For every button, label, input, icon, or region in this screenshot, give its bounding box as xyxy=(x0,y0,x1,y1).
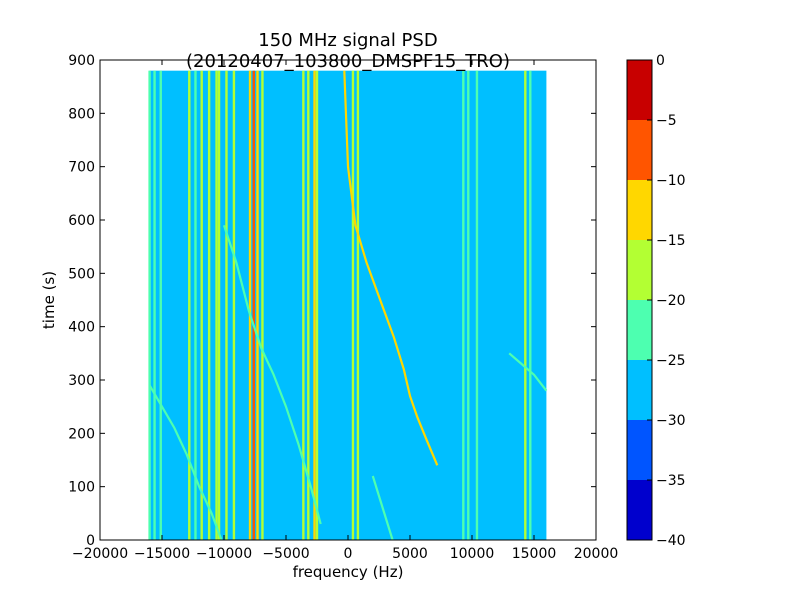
carrier-line xyxy=(252,70,255,540)
colorbar-segment xyxy=(627,240,652,300)
x-tick-label: 15000 xyxy=(512,546,557,562)
colorbar-tick-label: −30 xyxy=(656,413,686,429)
heatmap-layer xyxy=(148,70,548,540)
colorbar-segment xyxy=(627,480,652,540)
carrier-line xyxy=(529,70,532,540)
carrier-line xyxy=(462,70,465,540)
colorbar-tick-label: −20 xyxy=(656,293,686,309)
carrier-line xyxy=(356,70,360,540)
x-tick-label: −15000 xyxy=(134,546,190,562)
carrier-line xyxy=(148,70,151,540)
y-tick-label: 900 xyxy=(68,53,95,69)
carrier-line xyxy=(261,70,264,540)
doppler-trace xyxy=(222,224,322,525)
carrier-line xyxy=(524,70,527,540)
carrier-line xyxy=(159,70,162,540)
x-tick-label: −5000 xyxy=(262,546,309,562)
y-tick-label: 0 xyxy=(86,533,95,549)
colorbar-segment xyxy=(627,60,652,120)
colorbar-tick-label: −5 xyxy=(656,113,677,129)
colorbar-tick-label: 0 xyxy=(656,53,665,69)
carrier-line xyxy=(307,70,310,540)
x-tick-label: −10000 xyxy=(196,546,252,562)
y-axis-label: time (s) xyxy=(40,271,58,329)
x-tick-label: 20000 xyxy=(574,546,619,562)
y-tick-label: 400 xyxy=(68,320,95,336)
carrier-line xyxy=(207,70,211,540)
carrier-line xyxy=(200,70,203,540)
doppler-trace xyxy=(371,475,394,540)
x-tick-label: 5000 xyxy=(392,546,428,562)
carrier-line xyxy=(215,70,218,540)
y-tick-label: 600 xyxy=(68,213,95,229)
doppler-trace xyxy=(508,352,548,392)
colorbar-segment xyxy=(627,180,652,240)
carrier-line xyxy=(232,70,236,540)
doppler-trace xyxy=(148,384,223,540)
carrier-line xyxy=(313,70,316,540)
y-tick-label: 200 xyxy=(68,426,95,442)
carrier-line xyxy=(315,70,319,540)
x-tick-label: 0 xyxy=(344,546,353,562)
colorbar-segment xyxy=(627,420,652,480)
x-tick-label: −20000 xyxy=(72,546,128,562)
x-tick-label: 10000 xyxy=(450,546,495,562)
colorbar-tick-label: −35 xyxy=(656,473,686,489)
colorbar-tick-label: −40 xyxy=(656,533,686,549)
y-tick-label: 800 xyxy=(68,106,95,122)
carrier-line xyxy=(188,70,191,540)
colorbar-segment xyxy=(627,120,652,180)
x-axis-label: frequency (Hz) xyxy=(293,563,404,581)
colorbar-tick-label: −15 xyxy=(656,233,686,249)
carrier-line xyxy=(217,70,221,540)
carrier-line xyxy=(467,70,470,540)
carrier-line xyxy=(351,70,355,540)
y-tick-label: 700 xyxy=(68,160,95,176)
carrier-line xyxy=(194,70,197,540)
y-tick-label: 300 xyxy=(68,373,95,389)
carrier-line xyxy=(225,70,228,540)
chart-title: 150 MHz signal PSD (20120407_103800_DMSP… xyxy=(186,30,510,72)
carrier-line xyxy=(475,70,479,540)
x-axis: −20000 −15000 −10000 −5000 0 5000 10000 15000 20… xyxy=(72,60,618,562)
carrier-line xyxy=(256,70,259,540)
colorbar-tick-label: −10 xyxy=(656,173,686,189)
y-tick-label: 500 xyxy=(68,266,95,282)
y-axis: 0 100 200 300 400 500 600 700 800 900 xyxy=(68,53,596,549)
carrier-line xyxy=(153,70,156,540)
colorbar: −40 −35 −30 −25 −20 −15 −10 −5 0 xyxy=(626,53,686,549)
colorbar-segment xyxy=(627,360,652,420)
colorbar-segment xyxy=(627,300,652,360)
doppler-trace xyxy=(343,70,439,466)
colorbar-tick-label: −25 xyxy=(656,353,686,369)
carrier-line xyxy=(302,70,305,540)
carrier-line xyxy=(248,70,252,540)
y-tick-label: 100 xyxy=(68,480,95,496)
